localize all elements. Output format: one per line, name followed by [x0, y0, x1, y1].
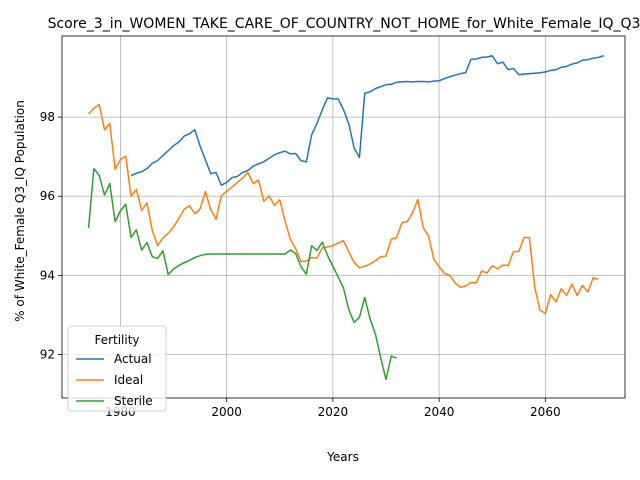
chart-title: Score_3_in_WOMEN_TAKE_CARE_OF_COUNTRY_NO… — [48, 16, 640, 32]
x-tick-label: 2000 — [211, 405, 242, 419]
legend-title: Fertility — [94, 333, 139, 347]
y-tick-label: 92 — [40, 347, 55, 361]
plot-area-frame — [61, 35, 626, 399]
x-axis-label: Years — [326, 450, 359, 464]
legend-label-sterile: Sterile — [114, 394, 153, 408]
series-lines — [87, 55, 604, 381]
legend-label-actual: Actual — [114, 352, 152, 366]
x-tick-label: 2020 — [318, 405, 349, 419]
y-tick-label: 94 — [40, 268, 55, 282]
series-line-ideal — [88, 103, 599, 315]
x-tick-label: 2040 — [424, 405, 455, 419]
legend-items: Actual Ideal Sterile — [76, 352, 153, 408]
y-axis-ticks: 92 94 96 98 — [40, 110, 62, 361]
legend-box — [67, 325, 167, 412]
series-line-actual — [130, 55, 604, 186]
y-tick-label: 98 — [40, 110, 55, 124]
grid-lines — [62, 36, 625, 398]
y-axis-label: % of White_Female Q3_IQ Population — [13, 100, 27, 322]
legend: Fertility Actual Ideal Sterile — [67, 325, 167, 412]
x-tick-label: 2060 — [530, 405, 561, 419]
legend-label-ideal: Ideal — [114, 373, 143, 387]
y-tick-label: 96 — [40, 189, 55, 203]
series-line-sterile — [87, 167, 397, 381]
